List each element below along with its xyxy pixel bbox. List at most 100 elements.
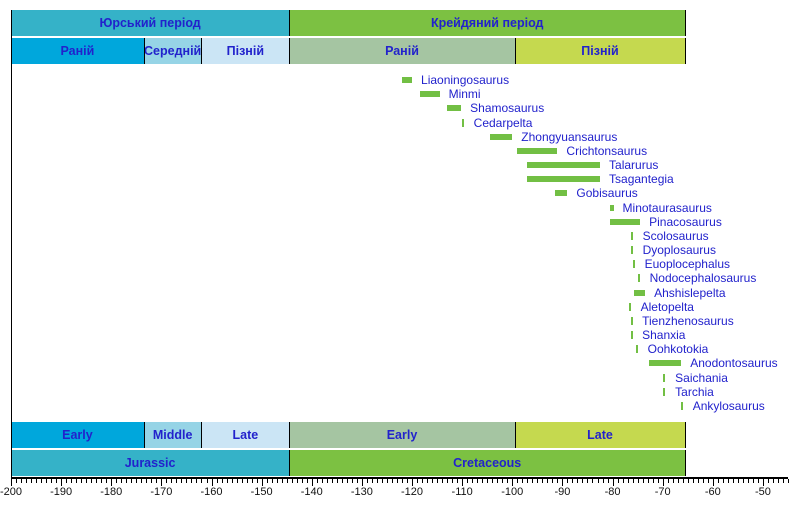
axis-major-tick (261, 479, 263, 486)
taxon-label[interactable]: Aletopelta (640, 299, 694, 314)
axis-tick-label: -100 (501, 486, 524, 498)
axis-minor-tick (788, 479, 789, 483)
taxon-label[interactable]: Tarchia (675, 384, 714, 399)
taxon-label[interactable]: Talarurus (609, 158, 659, 173)
axis-minor-tick (291, 479, 293, 483)
taxon-label[interactable]: Zhongyuansaurus (521, 129, 618, 144)
taxon-label[interactable]: Pinacosaurus (649, 214, 722, 229)
taxon-range-bar (631, 231, 634, 240)
epochs-uk-label: Середній (144, 44, 202, 58)
axis-minor-tick (286, 479, 288, 483)
axis-minor-tick (597, 479, 599, 483)
axis-minor-tick (81, 479, 83, 483)
axis-minor-tick (256, 479, 258, 483)
taxon-label[interactable]: Minmi (448, 87, 481, 102)
axis-minor-tick (146, 479, 148, 483)
taxon-label[interactable]: Liaoningosaurus (421, 73, 510, 87)
axis-minor-tick (557, 479, 559, 483)
taxon-label[interactable]: Tsagantegia (609, 172, 674, 187)
axis-minor-tick (742, 479, 744, 483)
taxon-range-bar (636, 345, 639, 354)
axis-minor-tick (642, 479, 644, 483)
axis-minor-tick (482, 479, 484, 483)
taxon-label[interactable]: Gobisaurus (576, 186, 638, 201)
taxon-range-bar (419, 91, 440, 98)
taxon-range-bar (638, 274, 641, 283)
axis-minor-tick (206, 479, 208, 483)
taxon-range-bar (610, 204, 614, 211)
taxon-range-bar (462, 118, 465, 127)
taxon-label[interactable]: Crichtonsaurus (566, 143, 648, 158)
taxon-label[interactable]: Scolosaurus (642, 228, 709, 243)
axis-minor-tick (106, 479, 108, 483)
taxon-label[interactable]: Ankylosaurus (692, 398, 765, 413)
taxon-label[interactable]: Nodocephalosaurus (649, 271, 757, 286)
taxon-range-bar (527, 176, 600, 183)
axis-minor-tick (56, 479, 58, 483)
epochs-en-label: Early (386, 428, 418, 442)
axis-minor-tick (386, 479, 388, 483)
taxon-range-bar (663, 387, 666, 396)
axis-minor-tick (537, 479, 539, 483)
axis-minor-tick (166, 479, 168, 483)
axis-minor-tick (186, 479, 188, 483)
band-boundary-line (514, 38, 516, 64)
taxon-label[interactable]: Tienzhenosaurus (642, 313, 734, 328)
axis-tick-label: -80 (604, 486, 621, 498)
axis-minor-tick (752, 479, 754, 483)
taxon-range-bar (489, 133, 513, 140)
epochs-uk-label: Пізній (581, 44, 619, 58)
axis-major-tick (61, 479, 63, 486)
band-boundary-line (201, 422, 203, 448)
axis-minor-tick (71, 479, 73, 483)
axis-minor-tick (41, 479, 43, 483)
periods-uk-label: Юрський період (99, 16, 201, 30)
axis-minor-tick (276, 479, 278, 483)
axis-minor-tick (366, 479, 368, 483)
band-boundary-line (289, 10, 291, 36)
axis-minor-tick (181, 479, 183, 483)
epochs-en-segment: Middle (143, 422, 202, 448)
axis-tick-label: -130 (350, 486, 373, 498)
taxon-label[interactable]: Saichania (675, 370, 728, 385)
axis-minor-tick (737, 479, 739, 483)
axis-minor-tick (747, 479, 749, 483)
taxon-label[interactable]: Anodontosaurus (690, 356, 778, 371)
taxon-label[interactable]: Minotaurasaurus (622, 200, 712, 215)
axis-minor-tick (101, 479, 103, 483)
taxon-label[interactable]: Shamosaurus (470, 101, 545, 116)
taxon-range-bar (629, 302, 632, 311)
axis-minor-tick (672, 479, 674, 483)
epochs-en-label: Late (232, 428, 259, 442)
axis-minor-tick (572, 479, 574, 483)
axis-minor-tick (266, 479, 268, 483)
taxon-range-bar (681, 401, 684, 410)
taxon-range-bar (631, 246, 634, 255)
axis-minor-tick (196, 479, 198, 483)
taxon-range-bar (649, 360, 682, 367)
axis-minor-tick (371, 479, 373, 483)
axis-minor-tick (732, 479, 734, 483)
axis-major-tick (512, 479, 514, 486)
taxon-label[interactable]: Dyoplosaurus (642, 243, 716, 258)
taxon-label[interactable]: Cedarpelta (473, 115, 533, 130)
taxon-label[interactable]: Ahshislepelta (654, 285, 726, 300)
axis-minor-tick (702, 479, 704, 483)
axis-minor-tick (432, 479, 434, 483)
axis-minor-tick (652, 479, 654, 483)
taxon-label[interactable]: Euoplocephalus (644, 257, 730, 272)
axis-major-tick (211, 479, 213, 486)
taxon-range-bar (447, 105, 462, 112)
periods-en-label: Cretaceous (453, 456, 522, 470)
axis-minor-tick (452, 479, 454, 483)
axis-minor-tick (176, 479, 178, 483)
taxon-label[interactable]: Shanxia (642, 328, 686, 343)
axis-tick-label: -120 (401, 486, 424, 498)
epochs-en-segment: Late (514, 422, 686, 448)
axis-major-tick (712, 479, 714, 486)
axis-minor-tick (492, 479, 494, 483)
taxon-label[interactable]: Oohkotokia (647, 342, 709, 357)
axis-minor-tick (727, 479, 729, 483)
axis-minor-tick (356, 479, 358, 483)
axis-minor-tick (772, 479, 774, 483)
